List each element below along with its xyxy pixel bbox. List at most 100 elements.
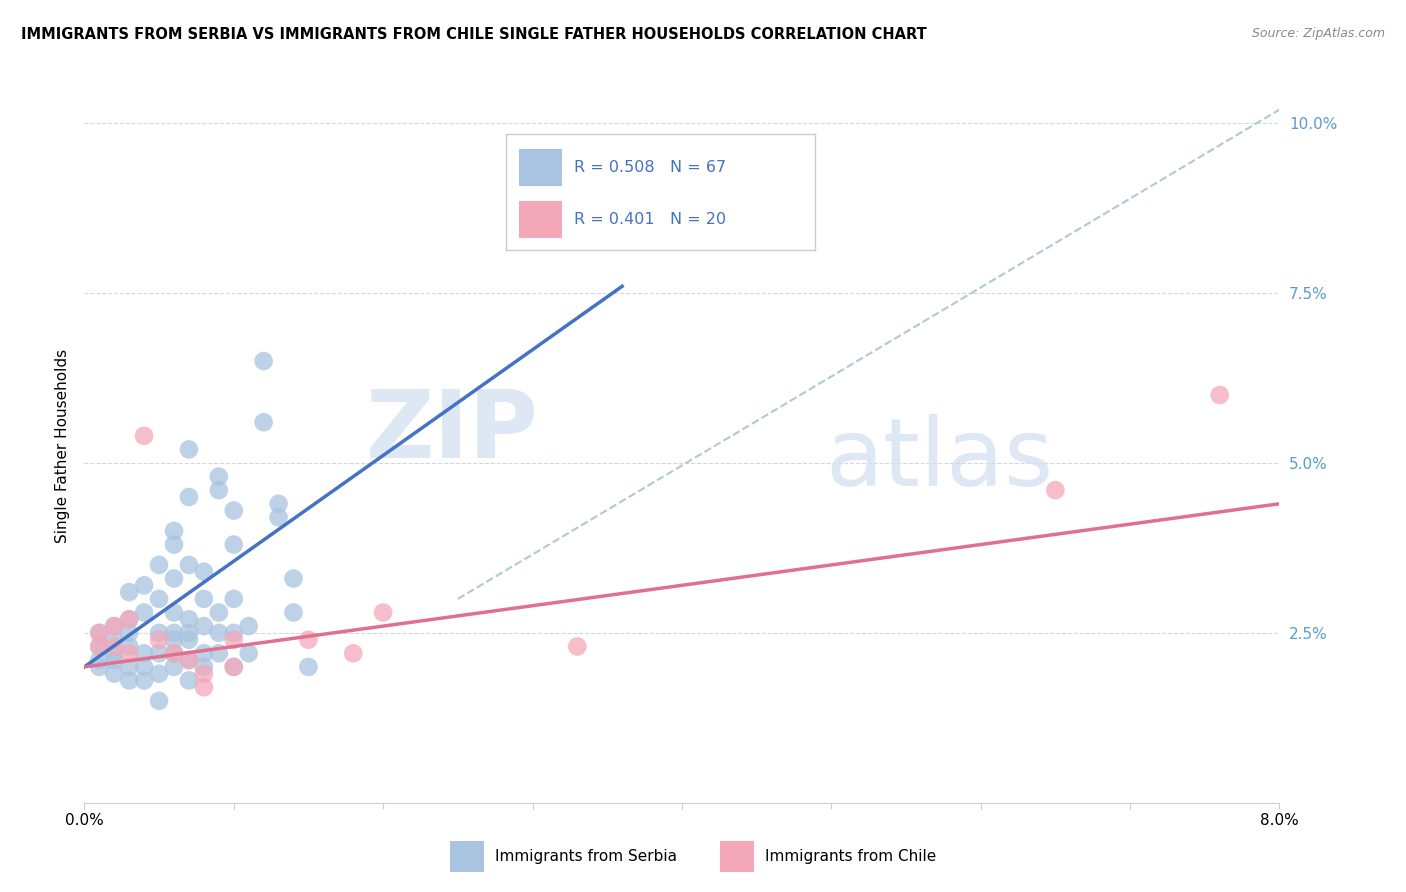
Text: atlas: atlas — [825, 414, 1053, 507]
Point — [132, 646, 156, 660]
Point — [132, 606, 156, 620]
Text: Source: ZipAtlas.com: Source: ZipAtlas.com — [1251, 27, 1385, 40]
Point — [193, 565, 215, 579]
Text: Immigrants from Chile: Immigrants from Chile — [765, 849, 936, 863]
Point — [193, 646, 215, 660]
Point — [238, 619, 260, 633]
Point — [89, 660, 111, 674]
Point — [297, 660, 319, 674]
Point — [118, 640, 141, 654]
Point — [222, 626, 245, 640]
Point — [297, 632, 319, 647]
Point — [132, 578, 156, 592]
Point — [163, 660, 186, 674]
Point — [283, 572, 305, 586]
Point — [177, 558, 200, 572]
Point — [89, 626, 111, 640]
Point — [208, 469, 231, 483]
Point — [103, 619, 125, 633]
Point — [118, 673, 141, 688]
Point — [118, 646, 141, 660]
Point — [148, 558, 170, 572]
Point — [222, 537, 245, 551]
Point — [163, 524, 186, 538]
Point — [103, 666, 125, 681]
Bar — [519, 149, 562, 186]
Point — [89, 626, 111, 640]
Point — [132, 429, 156, 443]
Point — [222, 660, 245, 674]
Point — [238, 646, 260, 660]
Point — [103, 646, 125, 660]
Point — [89, 640, 111, 654]
Point — [208, 606, 231, 620]
Point — [177, 632, 200, 647]
Bar — [450, 840, 484, 872]
Point — [567, 640, 589, 654]
Text: ZIP: ZIP — [366, 385, 538, 478]
Text: R = 0.508   N = 67: R = 0.508 N = 67 — [574, 160, 727, 175]
Point — [177, 626, 200, 640]
Point — [193, 660, 215, 674]
Point — [89, 640, 111, 654]
Point — [163, 537, 186, 551]
Point — [118, 626, 141, 640]
Point — [193, 666, 215, 681]
Point — [163, 646, 186, 660]
Point — [148, 626, 170, 640]
Point — [267, 497, 290, 511]
Point — [193, 619, 215, 633]
Point — [163, 632, 186, 647]
Point — [267, 510, 290, 524]
Point — [103, 632, 125, 647]
Point — [222, 660, 245, 674]
Point — [163, 646, 186, 660]
Point — [177, 612, 200, 626]
Point — [103, 619, 125, 633]
Point — [163, 572, 186, 586]
Point — [118, 660, 141, 674]
Point — [253, 354, 276, 368]
Point — [132, 660, 156, 674]
Point — [148, 646, 170, 660]
Point — [222, 591, 245, 606]
Text: Immigrants from Serbia: Immigrants from Serbia — [495, 849, 676, 863]
Point — [163, 606, 186, 620]
Point — [118, 585, 141, 599]
Point — [208, 626, 231, 640]
Point — [177, 673, 200, 688]
Point — [177, 490, 200, 504]
Point — [222, 503, 245, 517]
Bar — [519, 201, 562, 238]
Point — [163, 626, 186, 640]
Y-axis label: Single Father Households: Single Father Households — [55, 349, 70, 543]
Point — [148, 666, 170, 681]
Point — [148, 591, 170, 606]
Point — [253, 415, 276, 429]
Point — [1045, 483, 1067, 498]
Point — [103, 653, 125, 667]
Bar — [720, 840, 754, 872]
Point — [193, 591, 215, 606]
Point — [118, 612, 141, 626]
Point — [177, 653, 200, 667]
Point — [103, 640, 125, 654]
Point — [700, 218, 723, 232]
Point — [222, 632, 245, 647]
Point — [177, 653, 200, 667]
Point — [118, 612, 141, 626]
Point — [193, 680, 215, 694]
Point — [148, 632, 170, 647]
Point — [1208, 388, 1230, 402]
Point — [132, 673, 156, 688]
Point — [177, 442, 200, 457]
Point — [283, 606, 305, 620]
Point — [371, 606, 394, 620]
Point — [208, 646, 231, 660]
Text: IMMIGRANTS FROM SERBIA VS IMMIGRANTS FROM CHILE SINGLE FATHER HOUSEHOLDS CORRELA: IMMIGRANTS FROM SERBIA VS IMMIGRANTS FRO… — [21, 27, 927, 42]
Point — [148, 694, 170, 708]
Point — [342, 646, 364, 660]
Text: R = 0.401   N = 20: R = 0.401 N = 20 — [574, 212, 727, 227]
Point — [89, 653, 111, 667]
Point — [208, 483, 231, 498]
